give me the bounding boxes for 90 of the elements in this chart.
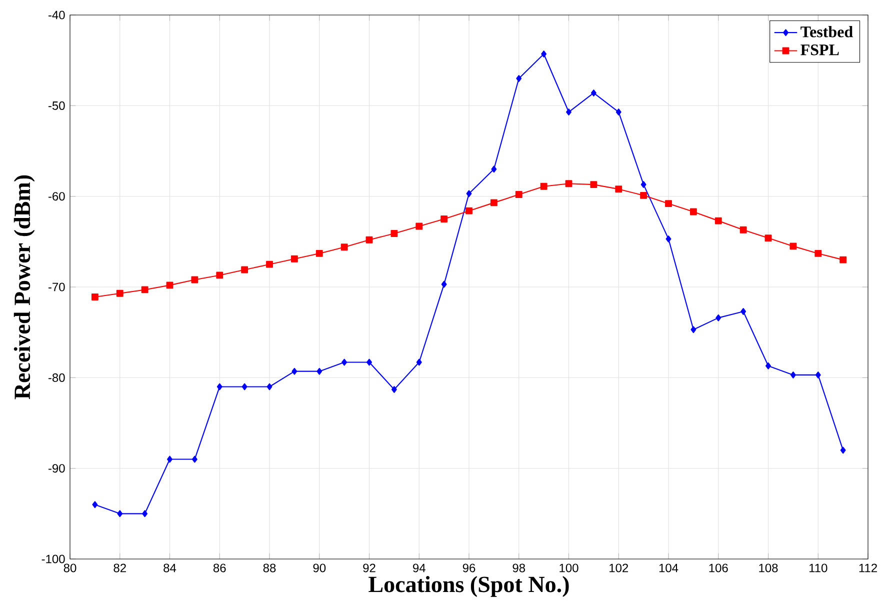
point <box>216 272 224 279</box>
point <box>490 199 498 206</box>
y-axis-title: Received Power (dBm) <box>14 175 35 400</box>
point <box>192 456 198 463</box>
x-tick-label: 88 <box>263 564 276 572</box>
point <box>191 276 198 284</box>
x-tick-label: 104 <box>659 564 678 572</box>
y-tick-label: -90 <box>48 464 65 473</box>
x-tick-label: 82 <box>114 564 126 572</box>
point <box>366 236 373 244</box>
x-tick-label: 84 <box>164 564 176 572</box>
x-tick-label: 112 <box>859 564 877 572</box>
point <box>616 108 622 116</box>
point <box>316 368 322 375</box>
legend-label: FSPL <box>800 44 839 56</box>
point <box>91 294 98 300</box>
point <box>440 216 448 222</box>
y-tick-label: -70 <box>48 282 65 292</box>
point <box>766 362 771 370</box>
x-tick-label: 98 <box>512 564 526 572</box>
point <box>640 192 648 199</box>
point <box>116 290 124 297</box>
point <box>840 256 847 264</box>
x-tick-label: 102 <box>610 564 628 572</box>
point <box>565 180 572 188</box>
point <box>815 371 821 378</box>
point <box>416 222 423 230</box>
point <box>740 226 747 234</box>
legend-label: Testbed <box>800 26 853 38</box>
y-tick-label: -100 <box>42 554 65 564</box>
point <box>416 358 422 366</box>
x-tick-label: 90 <box>313 564 326 572</box>
y-tick-label: -40 <box>48 10 65 20</box>
point <box>665 200 672 208</box>
point <box>466 207 472 214</box>
point <box>740 308 746 315</box>
point <box>790 242 797 250</box>
x-tick-label: 94 <box>413 564 426 572</box>
point <box>292 368 298 375</box>
x-tick-label: 108 <box>759 564 778 572</box>
point <box>266 260 273 268</box>
point <box>466 190 472 198</box>
point <box>142 510 148 518</box>
x-tick-label: 100 <box>560 564 578 572</box>
x-axis-title: Locations (Spot No.) <box>368 576 569 597</box>
point <box>790 371 796 378</box>
point <box>640 181 646 188</box>
point <box>540 182 548 190</box>
point <box>590 181 598 188</box>
point <box>342 358 348 366</box>
point <box>366 358 372 366</box>
point <box>241 266 248 274</box>
point <box>166 282 174 289</box>
point <box>117 510 123 518</box>
point <box>666 235 672 242</box>
point <box>690 208 697 216</box>
point <box>840 446 846 454</box>
point <box>340 244 348 251</box>
x-tick-label: 106 <box>709 564 728 572</box>
x-tick-label: 80 <box>64 564 76 572</box>
point <box>690 326 696 334</box>
x-tick-label: 96 <box>462 564 476 572</box>
point <box>242 383 248 390</box>
point <box>216 383 222 390</box>
point <box>441 280 447 288</box>
point <box>515 191 522 198</box>
y-tick-label: -60 <box>48 192 65 201</box>
point <box>266 383 272 390</box>
point <box>290 255 298 262</box>
point <box>141 286 148 294</box>
point <box>566 108 572 116</box>
point <box>541 50 547 58</box>
point <box>615 186 622 193</box>
point <box>92 501 98 508</box>
x-tick-label: 92 <box>363 564 376 572</box>
x-tick-label: 86 <box>213 564 226 572</box>
y-tick-label: -50 <box>48 101 65 110</box>
point <box>391 386 397 393</box>
point <box>814 250 822 257</box>
point <box>390 230 398 237</box>
y-tick-label: -80 <box>48 373 65 382</box>
point <box>590 90 596 96</box>
point <box>716 314 722 322</box>
point <box>516 75 522 82</box>
x-tick-label: 110 <box>809 564 828 572</box>
point <box>316 250 323 257</box>
point <box>167 456 172 463</box>
point <box>714 217 722 224</box>
point <box>764 234 772 242</box>
point <box>491 166 497 173</box>
